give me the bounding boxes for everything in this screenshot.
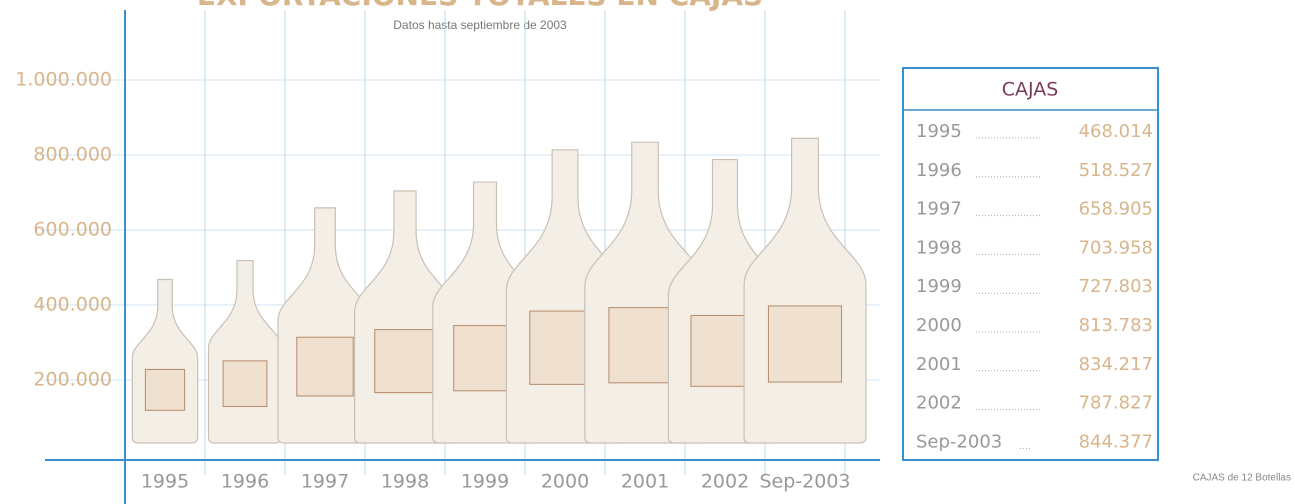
bottle: [207, 259, 283, 444]
bottle-label: [222, 360, 268, 408]
y-tick-label: 800.000: [33, 144, 112, 166]
x-tick-label: 1998: [381, 471, 429, 493]
bottle-label: [144, 368, 186, 411]
table-value: 658.905: [1079, 199, 1153, 220]
chart-title: EXPORTACIONES TOTALES EN CAJAS: [197, 0, 763, 12]
bottle-label: [374, 329, 436, 394]
table-year: 1995: [916, 121, 962, 142]
x-tick-label: Sep-2003: [759, 471, 850, 493]
table-value: 834.217: [1079, 354, 1153, 375]
table-value: 703.958: [1079, 237, 1153, 258]
x-tick-label: 2002: [701, 471, 749, 493]
table-year: 1999: [916, 276, 962, 297]
table-year: 2002: [916, 393, 962, 414]
x-tick-label: 2001: [621, 471, 669, 493]
table-value: 787.827: [1079, 393, 1153, 414]
table-value: 468.014: [1079, 121, 1153, 142]
table-value: 844.377: [1079, 431, 1153, 452]
table-value: 813.783: [1079, 315, 1153, 336]
y-tick-label: 400.000: [33, 294, 112, 316]
x-tick-label: 1995: [141, 471, 189, 493]
x-tick-label: 1996: [221, 471, 269, 493]
bottle-label: [767, 305, 843, 383]
bottle: [131, 278, 199, 444]
bottle-label: [296, 336, 354, 397]
y-tick-label: 200.000: [33, 369, 112, 391]
table-year: 1997: [916, 199, 962, 220]
x-tick-label: 1997: [301, 471, 349, 493]
y-tick-label: 600.000: [33, 219, 112, 241]
table-box: [902, 67, 1159, 461]
y-tick-label: 1.000.000: [15, 69, 112, 91]
table-value: 727.803: [1079, 276, 1153, 297]
table-year: 1998: [916, 237, 962, 258]
chart-subtitle: Datos hasta septiembre de 2003: [393, 18, 567, 32]
table-value: 518.527: [1079, 160, 1153, 181]
table-year: 1996: [916, 160, 962, 181]
table-year: 2000: [916, 315, 962, 336]
table-title: CAJAS: [1002, 79, 1059, 101]
table-year: 2001: [916, 354, 962, 375]
footnote: CAJAS de 12 Botellas: [1193, 473, 1291, 484]
x-tick-label: 1999: [461, 471, 509, 493]
table-year: Sep-2003: [916, 431, 1002, 452]
x-tick-label: 2000: [541, 471, 589, 493]
bottle: [743, 137, 867, 444]
